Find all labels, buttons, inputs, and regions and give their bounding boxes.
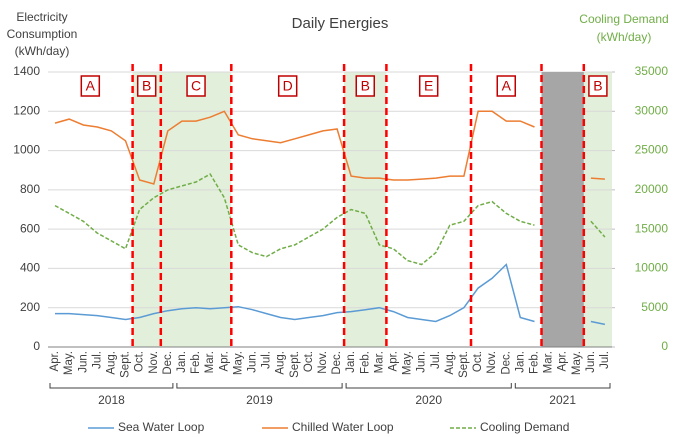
series-line [54,173,606,266]
x-tick-label: Apr. [218,351,230,371]
region-label-box [496,75,516,97]
chart-title: Daily Energies [292,15,389,32]
series-line [55,263,606,326]
year-bracket [514,383,611,389]
y2-axis-title: (kWh/day) [597,30,652,44]
x-tick-label: Oct. [134,351,146,372]
x-tick-label: Jan. [176,351,188,373]
x-tick-label: Jun. [416,351,428,373]
region-label: D [283,78,293,94]
y2-tick-label: 30000 [635,103,669,117]
y-tick-label: 400 [20,261,40,275]
x-tick-label: Nov. [486,351,498,374]
y-tick-label: 1200 [13,103,40,117]
y2-tick-label: 25000 [635,143,669,157]
x-tick-label: Apr. [557,351,569,371]
y-axis-title: (kWh/day) [15,44,70,58]
x-tick-label: Jul. [430,351,442,369]
x-tick-label: Jun. [246,351,258,373]
year-label: 2018 [98,393,125,407]
x-tick-label: Apr. [387,351,399,371]
x-tick-label: Dec. [162,351,174,375]
y-tick-label: 800 [20,182,40,196]
y2-axis-title: Cooling Demand [579,12,668,26]
y-tick-label: 1000 [13,143,40,157]
x-tick-label: Jun. [585,351,597,373]
x-tick-label: Feb. [359,351,371,374]
x-tick-label: Feb. [528,351,540,374]
region-shade [160,72,232,347]
x-tick-label: May. [232,351,244,375]
region-label: A [502,78,512,94]
region-label-box [277,75,298,97]
x-tick-label: Aug. [275,351,287,375]
y2-tick-label: 10000 [635,261,669,275]
x-tick-label: Nov. [317,351,329,374]
y2-tick-label: 20000 [635,182,669,196]
y-tick-label: 1400 [13,64,40,78]
y-tick-label: 0 [33,339,40,353]
x-tick-label: Nov. [148,351,160,374]
x-tick-label: Jul. [91,351,103,369]
x-tick-label: Oct. [303,351,315,372]
series-line [54,110,605,185]
x-tick-label: Jul. [599,351,611,369]
x-tick-label: May. [63,351,75,375]
region-label: B [142,78,151,94]
x-tick-label: Sept. [458,351,470,378]
y2-tick-label: 0 [661,339,668,353]
year-bracket [49,383,174,389]
y-axis-title: Electricity [16,10,67,24]
x-tick-label: Jan. [345,351,357,373]
region-shade [132,72,161,347]
x-tick-label: Jun. [77,351,89,373]
legend-label: Chilled Water Loop [292,420,394,434]
x-tick-label: Mar. [543,351,555,373]
year-bracket [176,383,343,389]
x-tick-label: Sept. [120,351,132,378]
y-axis-title: Consumption [7,27,78,41]
x-tick-label: Feb. [190,351,202,374]
x-tick-label: Oct. [472,351,484,372]
x-tick-label: Jul. [261,351,273,369]
x-tick-label: Mar. [204,351,216,373]
year-label: 2020 [415,393,442,407]
year-label: 2021 [549,393,576,407]
legend-label: Sea Water Loop [118,420,205,434]
y2-tick-label: 15000 [635,221,669,235]
region-label-box [80,75,101,97]
x-tick-label: Jan. [514,351,526,373]
region-label: A [86,78,96,94]
region-label: E [424,78,433,94]
x-tick-label: Aug. [444,351,456,375]
x-tick-label: Sept. [289,351,301,378]
region-label-box [588,75,608,97]
missing-data [541,72,584,347]
year-bracket [345,383,512,389]
x-tick-label: Dec. [500,351,512,375]
x-tick-label: May. [402,351,414,375]
x-tick-label: Aug. [105,351,117,375]
region-label-box [418,75,439,97]
y-tick-label: 600 [20,221,40,235]
region-label-box [355,75,375,97]
x-tick-label: Mar. [373,351,385,373]
y2-tick-label: 35000 [635,64,669,78]
region-label: B [593,78,602,94]
x-tick-label: Dec. [331,351,343,375]
region-label-box [136,75,157,97]
year-label: 2019 [246,393,273,407]
region-label: C [191,78,201,94]
x-tick-label: Apr. [49,351,61,371]
legend-label: Cooling Demand [480,420,569,434]
region-label-box [186,75,206,97]
region-shade [583,72,612,347]
y-tick-label: 200 [20,300,40,314]
y2-tick-label: 5000 [641,300,668,314]
region-label: B [361,78,370,94]
x-tick-label: May. [571,351,583,375]
